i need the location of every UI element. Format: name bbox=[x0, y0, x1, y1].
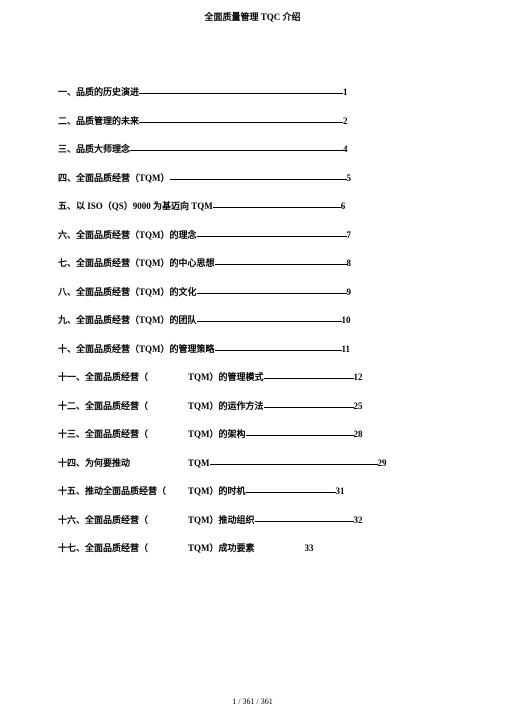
toc-label: 十六、全面品质经营（ bbox=[58, 513, 148, 526]
toc-label-suffix: TQM）的时机 bbox=[188, 484, 246, 497]
toc-page-number: 25 bbox=[354, 401, 363, 411]
toc-entry: 二、品质管理的未来 2 bbox=[58, 114, 447, 127]
toc-label: 十、全面品质经营（TQM）的管理策略 bbox=[58, 342, 215, 355]
toc-leader-line bbox=[215, 264, 347, 265]
toc-label: 二、品质管理的未来 bbox=[58, 114, 139, 127]
toc-page-number: 8 bbox=[347, 258, 352, 268]
toc-leader-line bbox=[246, 435, 354, 436]
toc-entry: 六、全面品质经营（TQM）的理念 7 bbox=[58, 228, 447, 241]
toc-leader-line bbox=[264, 378, 354, 379]
toc-page-number: 4 bbox=[343, 144, 348, 154]
toc-label: 七、全面品质经营（TQM）的中心思想 bbox=[58, 256, 215, 269]
page-footer: 1 / 361 / 361 bbox=[0, 697, 505, 706]
toc-page-number: 11 bbox=[342, 344, 351, 354]
toc-entry: 十六、全面品质经营（ TQM）推动组织 32 bbox=[58, 513, 447, 526]
toc-page-number: 12 bbox=[354, 372, 363, 382]
toc-entry: 三、品质大师理念 4 bbox=[58, 142, 447, 155]
toc-leader-line bbox=[213, 207, 341, 208]
toc-label: 十四、为何要推动 bbox=[58, 456, 130, 469]
toc-label-suffix: TQM）成功要素 bbox=[188, 541, 255, 554]
table-of-contents: 一、品质的历史演进 1 二、品质管理的未来 2 三、品质大师理念 4 四、全面品质经营（TQ… bbox=[58, 85, 447, 554]
toc-label-suffix: TQM）推动组织 bbox=[188, 513, 255, 526]
toc-label: 十二、全面品质经营（ bbox=[58, 399, 148, 412]
toc-label: 一、品质的历史演进 bbox=[58, 85, 139, 98]
toc-page-number: 29 bbox=[378, 458, 387, 468]
toc-leader-line bbox=[139, 93, 343, 94]
toc-label: 十五、推动全面品质经营（ bbox=[58, 484, 166, 497]
toc-leader-line bbox=[170, 179, 347, 180]
toc-page-number: 33 bbox=[305, 543, 314, 553]
toc-entry: 十七、全面品质经营（ TQM）成功要素 33 bbox=[58, 541, 447, 554]
toc-leader-line bbox=[197, 321, 342, 322]
toc-label: 五、以 ISO（QS）9000 为基迈向 TQM bbox=[58, 199, 213, 212]
toc-page-number: 9 bbox=[347, 287, 352, 297]
toc-leader-line bbox=[130, 150, 343, 151]
toc-label-suffix: TQM）的架构 bbox=[188, 427, 246, 440]
toc-label-suffix: TQM）的管理模式 bbox=[188, 370, 264, 383]
toc-leader-line bbox=[139, 122, 343, 123]
toc-leader-line bbox=[246, 492, 336, 493]
toc-entry: 四、全面品质经营（TQM） 5 bbox=[58, 171, 447, 184]
toc-entry: 十、全面品质经营（TQM）的管理策略 11 bbox=[58, 342, 447, 355]
toc-entry: 一、品质的历史演进 1 bbox=[58, 85, 447, 98]
toc-page-number: 6 bbox=[341, 201, 346, 211]
toc-label: 十三、全面品质经营（ bbox=[58, 427, 148, 440]
toc-page-number: 7 bbox=[347, 230, 352, 240]
toc-label: 八、全面品质经营（TQM）的文化 bbox=[58, 285, 197, 298]
toc-page-number: 1 bbox=[343, 87, 348, 97]
toc-entry: 十二、全面品质经营（ TQM）的运作方法 25 bbox=[58, 399, 447, 412]
toc-leader-line bbox=[210, 464, 378, 465]
toc-label-suffix: TQM bbox=[188, 458, 210, 468]
toc-entry: 八、全面品质经营（TQM）的文化 9 bbox=[58, 285, 447, 298]
toc-entry: 五、以 ISO（QS）9000 为基迈向 TQM 6 bbox=[58, 199, 447, 212]
toc-page-number: 10 bbox=[342, 315, 351, 325]
toc-leader-line bbox=[255, 521, 354, 522]
toc-label: 三、品质大师理念 bbox=[58, 142, 130, 155]
toc-page-number: 2 bbox=[343, 116, 348, 126]
toc-leader-line bbox=[197, 236, 347, 237]
toc-entry: 十一、全面品质经营（ TQM）的管理模式 12 bbox=[58, 370, 447, 383]
toc-label: 十七、全面品质经营（ bbox=[58, 541, 148, 554]
page-title: 全面质量管理 TQC 介绍 bbox=[58, 10, 447, 23]
toc-page-number: 32 bbox=[354, 515, 363, 525]
toc-leader-line bbox=[197, 293, 347, 294]
toc-label-suffix: TQM）的运作方法 bbox=[188, 399, 264, 412]
toc-entry: 七、全面品质经营（TQM）的中心思想 8 bbox=[58, 256, 447, 269]
toc-label: 四、全面品质经营（TQM） bbox=[58, 171, 170, 184]
toc-label: 六、全面品质经营（TQM）的理念 bbox=[58, 228, 197, 241]
toc-leader-line bbox=[215, 350, 342, 351]
toc-entry: 十五、推动全面品质经营（ TQM）的时机 31 bbox=[58, 484, 447, 497]
toc-leader-line bbox=[264, 407, 354, 408]
document-page: 全面质量管理 TQC 介绍 一、品质的历史演进 1 二、品质管理的未来 2 三、品质大师… bbox=[0, 0, 505, 554]
toc-entry: 十四、为何要推动 TQM 29 bbox=[58, 456, 447, 469]
toc-page-number: 5 bbox=[347, 173, 352, 183]
toc-label: 九、全面品质经营（TQM）的团队 bbox=[58, 313, 197, 326]
toc-entry: 十三、全面品质经营（ TQM）的架构 28 bbox=[58, 427, 447, 440]
toc-label: 十一、全面品质经营（ bbox=[58, 370, 148, 383]
toc-entry: 九、全面品质经营（TQM）的团队 10 bbox=[58, 313, 447, 326]
toc-page-number: 31 bbox=[336, 486, 345, 496]
toc-page-number: 28 bbox=[354, 429, 363, 439]
